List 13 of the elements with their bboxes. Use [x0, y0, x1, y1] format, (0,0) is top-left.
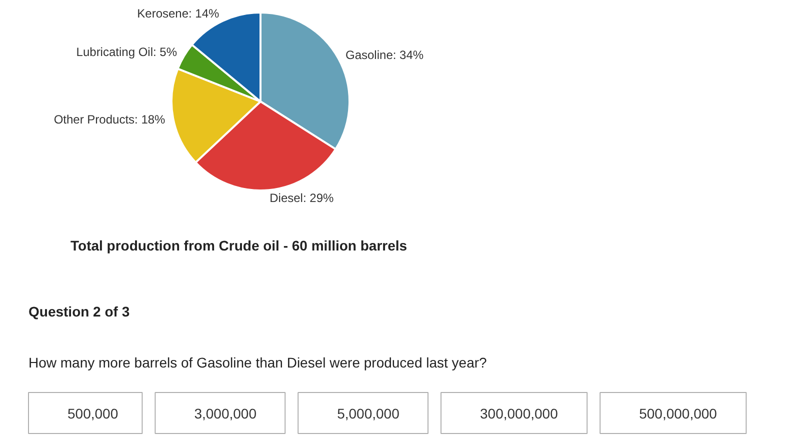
slice-label: Diesel: 29%	[270, 191, 334, 206]
text: 500,000,000	[639, 406, 718, 422]
slice-label: Other Products: 18%	[54, 112, 166, 127]
slice-label: Kerosene: 14%	[137, 6, 220, 21]
text: Question 2 of 3	[28, 304, 130, 320]
text: Total production from Crude oil - 60 million barrels	[70, 238, 408, 254]
slice-label: Lubricating Oil: 5%	[76, 45, 178, 60]
text: 500,000	[68, 406, 118, 422]
text: 300,000,000	[480, 406, 558, 422]
slice-label: Gasoline: 34%	[346, 48, 424, 62]
text: 5,000,000	[337, 406, 400, 422]
text: How many more barrels of Gasoline than Diesel were produced last year?	[28, 354, 488, 370]
text: 3,000,000	[194, 406, 257, 422]
